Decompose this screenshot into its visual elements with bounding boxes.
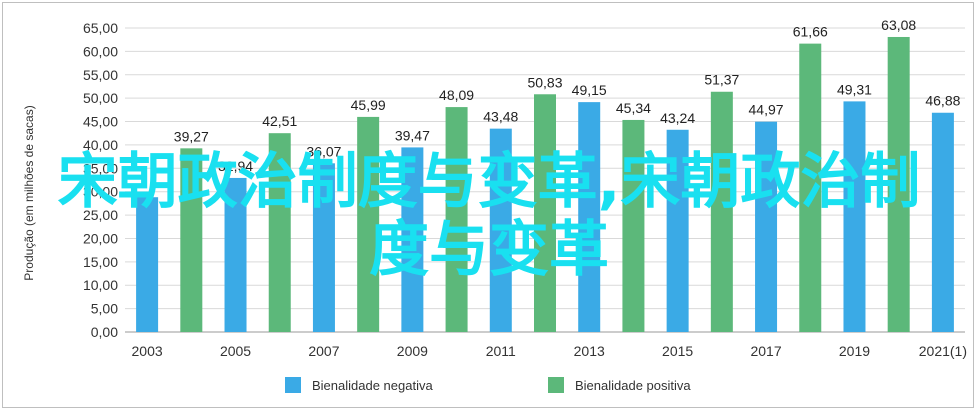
y-tick-label: 20,00 [83,230,118,246]
y-tick-label: 60,00 [83,43,118,59]
x-tick-label: 2007 [308,343,339,359]
legend: Bienalidade negativa Bienalidade positiva [285,377,691,393]
bar [489,128,512,332]
x-tick-label: 2019 [839,343,870,359]
legend-label: Bienalidade negativa [312,378,433,393]
data-label: 48,09 [439,87,474,103]
bar [224,177,247,332]
y-tick-label: 30,00 [83,184,118,200]
y-tick-label: 40,00 [83,137,118,153]
bar [401,147,424,332]
y-tick-label: 5,00 [91,301,118,317]
data-labels: 32,94 36,07 39,47 43,48 49,15 43,24 44,97 49,31… [174,17,961,174]
data-label: 50,83 [527,74,562,90]
bar [357,116,380,332]
bar [931,112,954,332]
x-tick-label: 2011 [486,343,516,359]
data-label: 45,99 [351,97,386,113]
bar [799,43,822,333]
y-tick-label: 10,00 [83,277,118,293]
bar [843,101,866,332]
y-tick-label: 65,00 [83,20,118,36]
data-label: 51,37 [704,72,739,88]
legend-label: Bienalidade positiva [575,378,691,393]
x-tick-labels: 2003 2005 2007 2009 2011 2013 2015 2017 2019 2021… [132,343,968,359]
bar [534,94,556,332]
data-label: 39,47 [395,127,430,143]
data-label: 44,97 [749,102,784,118]
bars [136,36,954,333]
y-tick-label: 45,00 [83,114,118,130]
y-tick-labels: 0,00 5,00 10,00 15,00 20,00 25,00 30,00 35,00 40… [83,20,118,340]
bar [887,36,910,333]
gridlines [125,27,965,333]
bar [180,148,203,332]
x-tick-label: 2005 [220,343,251,359]
y-tick-label: 35,00 [83,160,118,176]
data-label: 42,51 [262,113,297,129]
y-tick-label: 25,00 [83,207,118,223]
data-label: 45,34 [616,100,651,116]
y-tick-label: 55,00 [83,67,118,83]
x-tick-label: 2021(1) [919,343,967,359]
bar [755,121,778,332]
data-label: 43,24 [660,110,695,126]
y-axis-label: Produção (em milhões de sacas) [22,105,36,280]
y-tick-label: 15,00 [83,254,118,270]
y-tick-label: 0,00 [91,324,118,340]
data-label: 43,48 [483,109,518,125]
data-label: 63,08 [881,17,916,33]
bar [445,107,468,333]
bar [666,129,689,332]
bar [268,133,291,332]
data-label: 46,88 [925,93,960,109]
x-tick-label: 2003 [132,343,163,359]
bar [622,119,645,333]
bar [710,91,733,332]
legend-swatch [285,377,301,393]
x-tick-label: 2009 [397,343,428,359]
x-tick-label: 2013 [574,343,605,359]
data-label: 36,07 [306,143,341,159]
x-tick-label: 2017 [750,343,781,359]
data-label: 61,66 [793,24,828,40]
data-label: 39,27 [174,128,209,144]
bar [136,197,159,332]
data-label: 49,31 [837,81,872,97]
data-label: 32,94 [218,158,253,174]
data-label: 49,15 [572,82,607,98]
legend-swatch [548,377,564,393]
bar [578,102,601,332]
bar [312,163,335,332]
x-tick-label: 2015 [662,343,693,359]
y-tick-label: 50,00 [83,90,118,106]
